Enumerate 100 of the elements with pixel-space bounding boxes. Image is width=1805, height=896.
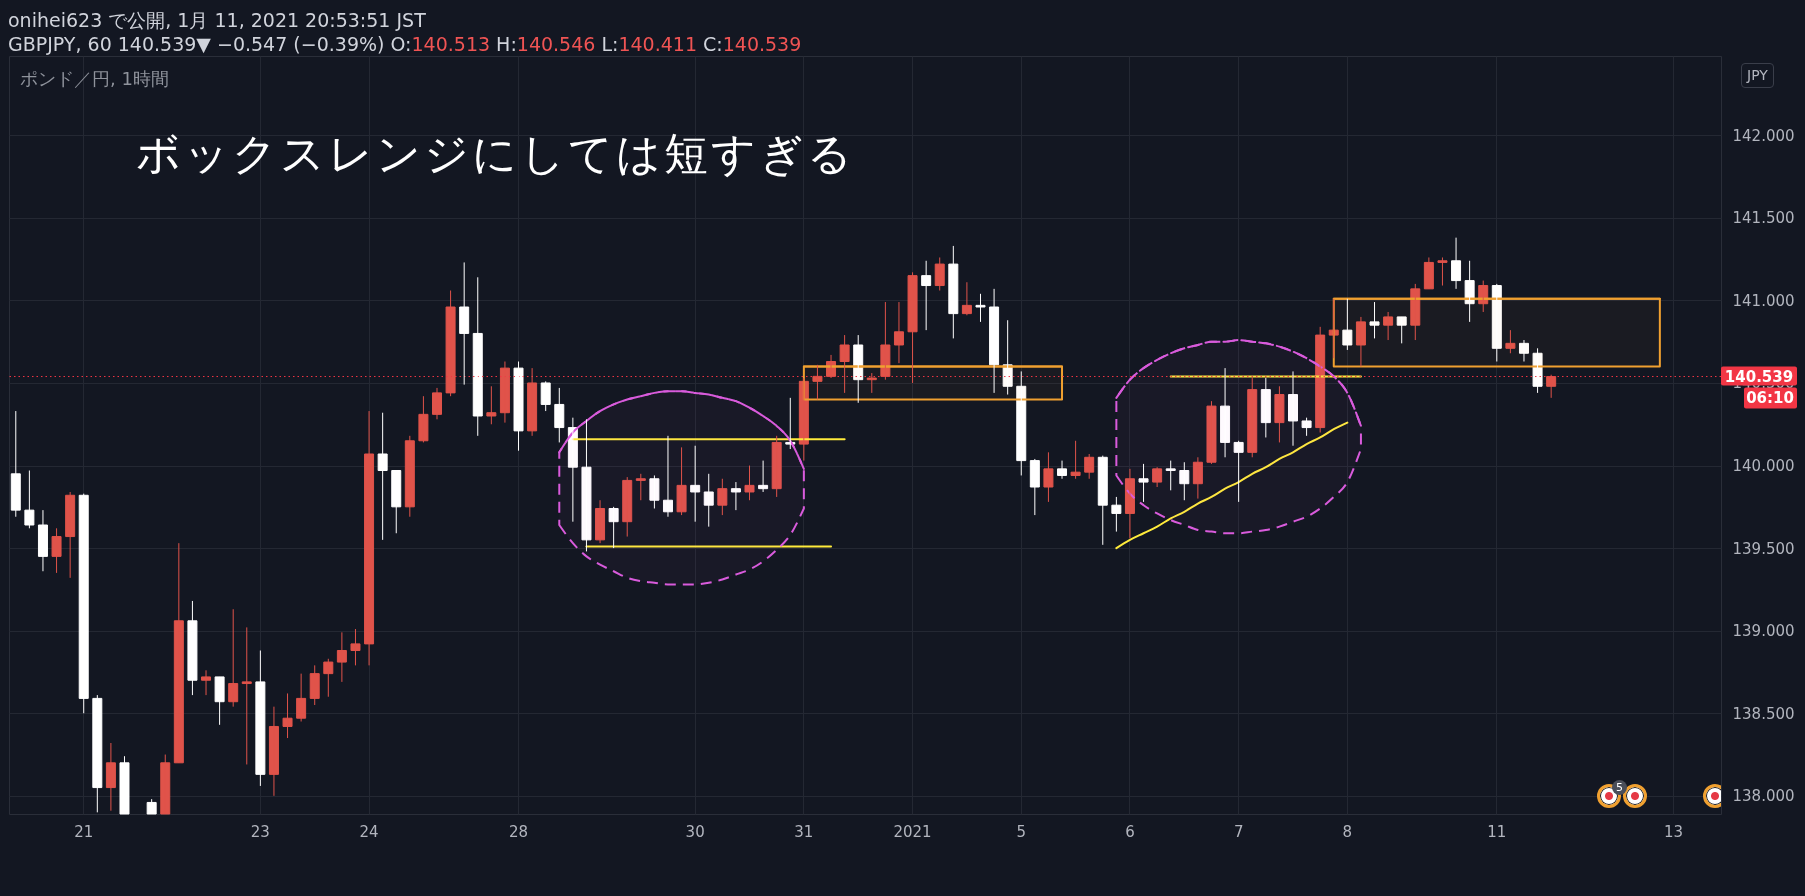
x-tick-label: 31 — [794, 822, 814, 841]
candlestick — [1437, 256, 1448, 287]
candlestick — [459, 261, 470, 386]
candlestick — [1016, 370, 1027, 476]
candlestick — [1532, 347, 1543, 394]
x-tick-label: 30 — [685, 822, 705, 841]
text: ポンド／円, 1時間 — [20, 68, 169, 90]
line-series — [1115, 421, 1349, 550]
x-tick-label: 7 — [1233, 822, 1244, 841]
candlestick — [92, 694, 103, 813]
candlestick — [1070, 440, 1081, 480]
candlestick — [1274, 385, 1285, 443]
candlestick — [391, 470, 402, 534]
candlestick — [1233, 440, 1244, 503]
y-tick-label: 139.500 — [1732, 539, 1795, 558]
candlestick — [690, 445, 701, 523]
line-series — [558, 390, 805, 470]
x-tick-label: 24 — [359, 822, 379, 841]
candlestick — [744, 465, 755, 501]
candlestick — [771, 435, 782, 498]
candlestick — [472, 276, 483, 437]
candlestick — [1111, 496, 1122, 533]
candlestick — [717, 478, 728, 516]
y-tick-label: 142.000 — [1732, 126, 1795, 145]
candlestick — [309, 664, 320, 706]
candlestick — [214, 676, 225, 726]
candlestick — [1247, 377, 1258, 458]
annotation: 5 — [1612, 780, 1627, 795]
candlestick — [228, 608, 239, 708]
x-tick-label: 13 — [1663, 822, 1683, 841]
candlestick — [1301, 417, 1312, 437]
x-tick-label: 21 — [74, 822, 94, 841]
candlestick — [649, 474, 660, 509]
candlestick — [839, 334, 850, 394]
candlestick — [635, 473, 646, 501]
candlestick — [173, 542, 184, 764]
candlestick — [1029, 458, 1040, 516]
x-tick-label: 2021 — [893, 822, 932, 841]
candlestick — [241, 626, 252, 765]
candlestick — [1165, 460, 1176, 491]
candlestick — [730, 481, 741, 511]
y-axis-title: JPY — [1741, 63, 1774, 88]
candlestick — [323, 658, 334, 698]
candlestick — [445, 290, 456, 397]
candlestick — [119, 755, 130, 815]
candlestick — [1369, 301, 1380, 339]
candlestick — [1206, 400, 1217, 465]
candlestick — [676, 446, 687, 516]
candlestick — [24, 470, 35, 529]
candlestick — [1138, 463, 1149, 503]
candlestick — [404, 435, 415, 518]
line-series — [1115, 339, 1362, 427]
candlestick — [866, 372, 877, 394]
candlestick — [554, 387, 565, 443]
candlestick — [1505, 329, 1516, 354]
candlestick — [608, 506, 619, 549]
x-tick-label: 11 — [1487, 822, 1507, 841]
text: onihei623 で公開, 1月 11, 2021 20:53:51 JST — [8, 9, 426, 32]
x-tick-label: 8 — [1342, 822, 1353, 841]
candlestick — [1546, 374, 1557, 399]
candlestick — [907, 271, 918, 384]
candlestick — [622, 476, 633, 538]
y-tick-label: 141.000 — [1732, 291, 1795, 310]
text: 06:10 — [1746, 389, 1794, 408]
y-tick-label: 139.000 — [1732, 622, 1795, 641]
y-tick-label: 138.500 — [1732, 704, 1795, 723]
candlestick — [282, 692, 293, 739]
candlestick — [377, 412, 388, 541]
annotation: ボックスレンジにしては短すぎる — [136, 128, 855, 181]
candlestick — [703, 473, 714, 528]
x-tick-label: 5 — [1016, 822, 1027, 841]
candlestick — [1097, 455, 1108, 546]
y-tick-label: 140.000 — [1732, 457, 1795, 476]
candlestick — [201, 669, 212, 696]
candlestick — [51, 527, 62, 574]
candlestick — [1396, 316, 1407, 344]
candlestick — [934, 256, 945, 291]
ref-line-label: 140.539 — [1724, 367, 1794, 386]
candlestick — [1260, 377, 1271, 438]
x-tick-label: 28 — [508, 822, 529, 841]
candlestick — [1342, 298, 1353, 351]
y-tick-label: 141.500 — [1732, 209, 1795, 228]
x-tick-label: 6 — [1125, 822, 1135, 841]
candlestick — [540, 380, 551, 412]
y-tick-label: 138.000 — [1732, 787, 1795, 806]
candlestick — [948, 245, 959, 339]
candlestick — [78, 493, 89, 714]
candlestick — [418, 395, 429, 443]
chart-subtitle: GBPJPY, 60 140.539▼ −0.547 (−0.39%) O:140.513 H:140.546 L:140.411 C:140.539 — [8, 33, 802, 55]
candlestick — [1328, 298, 1339, 359]
candlestick — [255, 650, 266, 787]
candlestick — [350, 628, 361, 666]
candlestick — [10, 410, 21, 518]
candlestick — [486, 385, 497, 425]
candlestick — [1043, 451, 1054, 503]
candlestick — [1464, 260, 1475, 323]
candlestick — [513, 361, 524, 452]
candlestick — [581, 418, 592, 552]
candlestick — [880, 301, 891, 381]
candlestick — [160, 754, 171, 815]
